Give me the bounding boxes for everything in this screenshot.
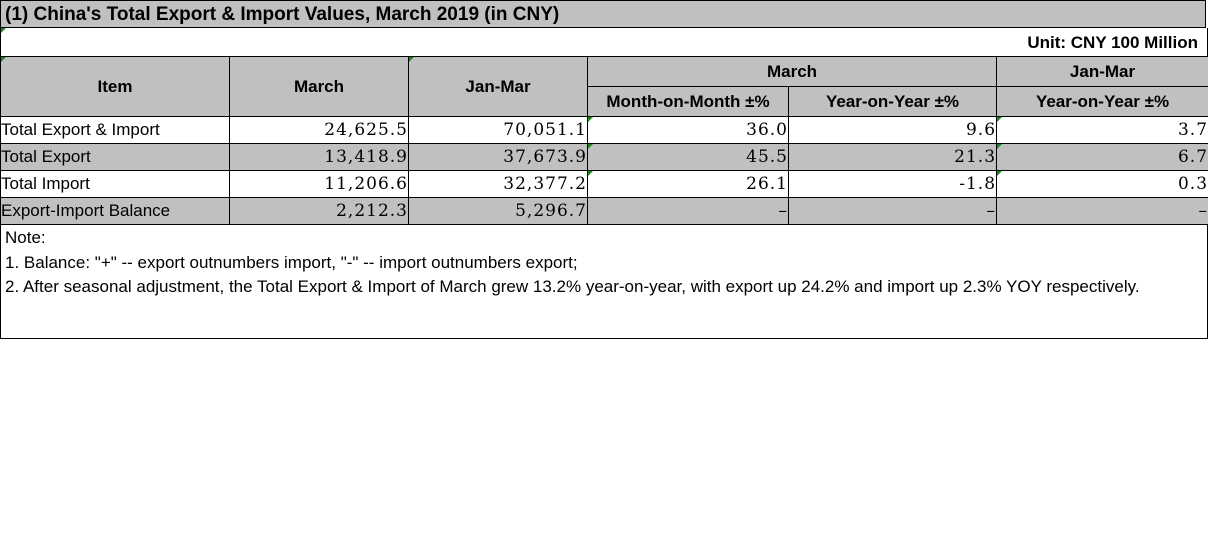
- table-row: Total Export 13,418.9 37,673.9 45.5 21.3…: [0, 143, 1208, 171]
- cell-yoy-jan-mar-value[interactable]: 3.7: [996, 116, 1208, 144]
- cell-yoy-march-value[interactable]: 9.6: [787, 116, 998, 144]
- row-item-label[interactable]: Total Export & Import: [0, 116, 230, 144]
- row-item-label[interactable]: Total Export: [0, 143, 230, 171]
- cell-yoy-jan-mar-value[interactable]: 6.7: [996, 143, 1208, 171]
- cell-march-value[interactable]: 13,418.9: [229, 143, 409, 171]
- cell-march-value[interactable]: 24,625.5: [229, 116, 409, 144]
- cell-jan-mar-value[interactable]: 5,296.7: [408, 197, 588, 225]
- cell-jan-mar-value[interactable]: 32,377.2: [408, 170, 588, 198]
- cell-march-value[interactable]: 11,206.6: [229, 170, 409, 198]
- table-row: Total Import 11,206.6 32,377.2 26.1 -1.8…: [0, 170, 1208, 198]
- header-jan-mar[interactable]: Jan-Mar: [408, 56, 588, 117]
- cell-jan-mar-value[interactable]: 37,673.9: [408, 143, 588, 171]
- header-month-on-month[interactable]: Month-on-Month ±%: [587, 86, 789, 117]
- cell-jan-mar-value[interactable]: 70,051.1: [408, 116, 588, 144]
- row-item-label[interactable]: Export-Import Balance: [0, 197, 230, 225]
- cell-yoy-jan-mar-value[interactable]: –: [996, 197, 1208, 225]
- table-title[interactable]: (1) China's Total Export & Import Values…: [0, 0, 1206, 28]
- cell-mom-value[interactable]: –: [587, 197, 789, 225]
- note-heading: Note:: [5, 228, 46, 247]
- cell-mom-value[interactable]: 45.5: [587, 143, 789, 171]
- table-row: Total Export & Import 24,625.5 70,051.1 …: [0, 116, 1208, 144]
- header-item[interactable]: Item: [0, 56, 230, 117]
- cell-yoy-march-value[interactable]: -1.8: [787, 170, 998, 198]
- header-group-jan-mar[interactable]: Jan-Mar: [996, 56, 1208, 87]
- notes-cell[interactable]: Note: 1. Balance: "+" -- export outnumbe…: [0, 224, 1208, 339]
- header-march[interactable]: March: [229, 56, 409, 117]
- spreadsheet: (1) China's Total Export & Import Values…: [0, 0, 1208, 339]
- cell-mom-value[interactable]: 36.0: [587, 116, 789, 144]
- data-table: Item March Jan-Mar March Jan-Mar Month-o…: [0, 56, 1208, 225]
- unit-label: Unit: CNY 100 Million: [1027, 33, 1198, 52]
- cell-yoy-march-value[interactable]: 21.3: [787, 143, 998, 171]
- header-year-on-year-jan-mar[interactable]: Year-on-Year ±%: [996, 86, 1208, 117]
- cell-mom-value[interactable]: 26.1: [587, 170, 789, 198]
- header-group-march[interactable]: March: [586, 56, 998, 87]
- header-year-on-year-march[interactable]: Year-on-Year ±%: [787, 86, 998, 117]
- table-row: Export-Import Balance 2,212.3 5,296.7 – …: [0, 197, 1208, 225]
- cell-yoy-march-value[interactable]: –: [787, 197, 998, 225]
- note-line-2: 2. After seasonal adjustment, the Total …: [5, 277, 1140, 296]
- note-line-1: 1. Balance: "+" -- export outnumbers imp…: [5, 252, 578, 272]
- unit-row[interactable]: Unit: CNY 100 Million: [0, 28, 1208, 56]
- cell-march-value[interactable]: 2,212.3: [229, 197, 409, 225]
- row-item-label[interactable]: Total Import: [0, 170, 230, 198]
- cell-yoy-jan-mar-value[interactable]: 0.3: [996, 170, 1208, 198]
